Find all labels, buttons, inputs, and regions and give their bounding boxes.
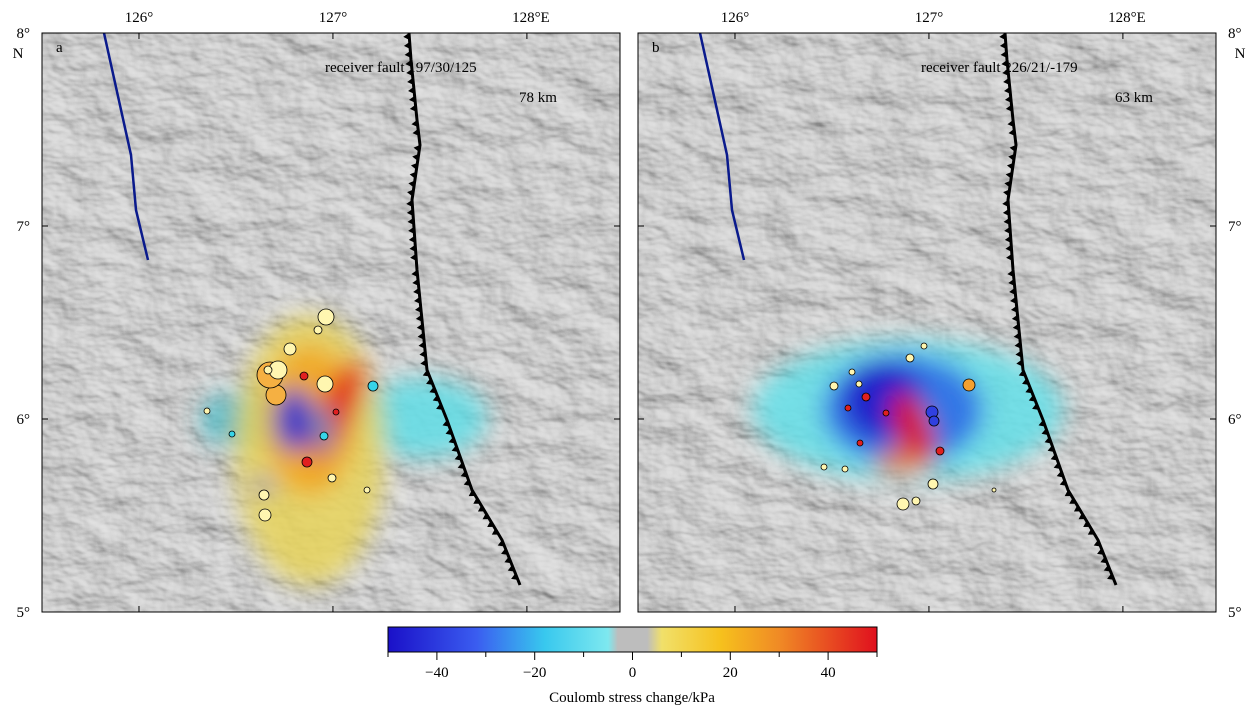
earthquake <box>842 466 848 472</box>
earthquake <box>259 490 269 500</box>
earthquake <box>284 343 296 355</box>
lon-tick-label: 128°E <box>1108 10 1146 26</box>
earthquake <box>204 408 210 414</box>
earthquake <box>928 479 938 489</box>
earthquake <box>368 381 378 391</box>
colorbar-tick-label: −20 <box>523 665 546 681</box>
earthquake <box>936 447 944 455</box>
earthquake <box>862 393 870 401</box>
lon-tick-label: 126° <box>721 10 750 26</box>
colorbar-tick-label: −40 <box>425 665 448 681</box>
lat-tick-label: 6° <box>17 412 31 428</box>
earthquake <box>317 376 333 392</box>
north-label: N <box>13 46 24 62</box>
colorbar: Coulomb stress change/kPa −40 −20 0 20 40 <box>388 627 877 706</box>
map-panels: a receiver fault 197/30/125 78 km 126° 127° 1… <box>13 10 1246 621</box>
earthquake <box>300 372 308 380</box>
depth-label: 78 km <box>519 90 557 106</box>
earthquake <box>264 366 272 374</box>
receiver-fault: receiver fault 226/21/-179 <box>921 60 1078 76</box>
colorbar-tick-label: 20 <box>723 665 738 681</box>
lon-tick-label: 128°E <box>512 10 550 26</box>
lat-tick-label: 8° <box>1228 26 1242 42</box>
earthquake <box>318 309 334 325</box>
lon-tick-label: 127° <box>915 10 944 26</box>
earthquake <box>921 343 927 349</box>
earthquake <box>963 379 975 391</box>
earthquake <box>897 498 909 510</box>
lat-tick-label: 7° <box>17 219 31 235</box>
earthquake <box>906 354 914 362</box>
lat-tick-label: 5° <box>1228 605 1242 621</box>
earthquake <box>320 432 328 440</box>
earthquake <box>229 431 235 437</box>
earthquake <box>314 326 322 334</box>
lon-tick-label: 127° <box>319 10 348 26</box>
colorbar-label: Coulomb stress change/kPa <box>549 690 715 706</box>
earthquake <box>259 509 271 521</box>
north-label: N <box>1235 46 1246 62</box>
map-content <box>638 33 1216 612</box>
panel-label: b <box>652 40 660 56</box>
depth-label: 63 km <box>1115 90 1153 106</box>
stress-patch <box>316 405 332 455</box>
receiver-fault: receiver fault 197/30/125 <box>325 60 477 76</box>
earthquake <box>992 488 996 492</box>
lon-tick-label: 126° <box>125 10 154 26</box>
map-panel: b receiver fault 226/21/-179 63 km 126° 127°… <box>638 10 1216 612</box>
panel-label: a <box>56 40 63 56</box>
earthquake <box>328 474 336 482</box>
lat-tick-label: 5° <box>17 605 31 621</box>
earthquake <box>302 457 312 467</box>
lat-tick-label: 8° <box>17 26 31 42</box>
earthquake <box>364 487 370 493</box>
earthquake <box>333 409 339 415</box>
stress-patch <box>875 450 925 474</box>
earthquake <box>845 405 851 411</box>
colorbar-ramp <box>388 627 877 652</box>
lat-tick-label: 6° <box>1228 412 1242 428</box>
lat-tick-label: 7° <box>1228 219 1242 235</box>
earthquake <box>830 382 838 390</box>
colorbar-tick-label: 40 <box>821 665 836 681</box>
colorbar-tick-label: 0 <box>629 665 637 681</box>
earthquake <box>849 369 855 375</box>
earthquake <box>856 381 862 387</box>
earthquake <box>883 410 889 416</box>
earthquake <box>821 464 827 470</box>
earthquake <box>857 440 863 446</box>
hillshade <box>638 33 1216 612</box>
figure: a receiver fault 197/30/125 78 km 126° 127° 1… <box>0 0 1257 715</box>
earthquake <box>929 416 939 426</box>
earthquake <box>912 497 920 505</box>
map-content <box>42 33 620 612</box>
map-panel: a receiver fault 197/30/125 78 km 126° 127° 1… <box>42 10 620 612</box>
